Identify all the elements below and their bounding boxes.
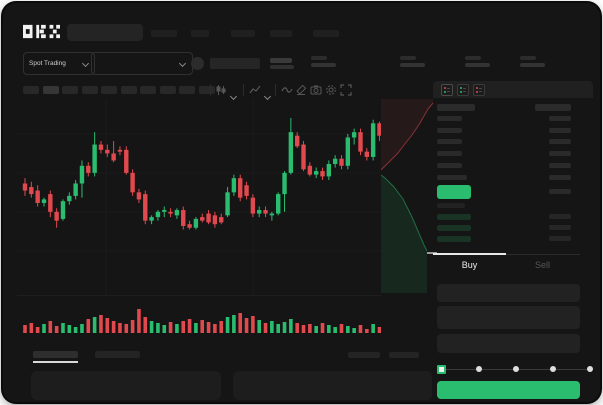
line-tool-icon[interactable]	[281, 84, 293, 96]
chevron-down-icon	[82, 60, 89, 67]
book-combined-icon[interactable]	[441, 84, 453, 96]
toolbar-divider	[243, 84, 244, 96]
timeframe-button[interactable]	[198, 86, 215, 94]
order-tabs: Buy Sell	[433, 253, 580, 272]
ask-row-price[interactable]	[437, 116, 462, 121]
ask-row-amount	[549, 139, 571, 145]
nav-item-2[interactable]	[191, 30, 209, 37]
bid-row-price[interactable]	[437, 225, 471, 231]
last-price-placeholder	[270, 58, 292, 63]
ask-row-price[interactable]	[437, 162, 462, 168]
bottom-tab-2[interactable]	[95, 351, 140, 358]
nav-item-5[interactable]	[313, 30, 339, 37]
bid-row-price[interactable]	[437, 236, 471, 242]
bottom-control-2[interactable]	[389, 352, 419, 358]
app-window: Spot Trading	[3, 3, 600, 402]
settings-icon[interactable]	[325, 84, 337, 96]
stat-2-value	[400, 63, 425, 67]
volume-chart[interactable]	[17, 299, 381, 333]
okx-logo[interactable]	[23, 24, 60, 39]
candlestick-chart[interactable]	[17, 99, 381, 296]
nav-item-3[interactable]	[231, 30, 255, 37]
search-input[interactable]	[67, 24, 143, 41]
orderbook-last-price-bar[interactable]	[437, 185, 471, 199]
candle-interval-icon[interactable]	[215, 84, 227, 96]
draw-tool-icon[interactable]	[295, 84, 307, 96]
bid-row-amount	[549, 236, 571, 241]
bid-row-amount	[549, 214, 571, 219]
stat-2-label	[400, 56, 416, 60]
bottom-control-1[interactable]	[348, 352, 380, 358]
timeframe-button[interactable]	[101, 86, 117, 94]
timeframe-button[interactable]	[23, 86, 39, 94]
stat-3-value	[465, 63, 490, 67]
market-type-label: Spot Trading	[29, 60, 66, 67]
ask-row-price[interactable]	[437, 151, 462, 157]
slider-stop[interactable]	[475, 366, 482, 372]
bid-row-price[interactable]	[437, 214, 471, 220]
camera-icon[interactable]	[310, 84, 322, 96]
timeframe-button[interactable]	[81, 86, 98, 94]
ask-row-price[interactable]	[437, 174, 467, 180]
fullscreen-icon[interactable]	[340, 84, 352, 96]
active-tab-indicator	[433, 253, 506, 255]
bottom-tab-active-indicator	[33, 361, 78, 363]
ask-row-amount	[549, 151, 571, 157]
stat-3-label	[465, 56, 481, 60]
bid-row-price[interactable]	[437, 203, 465, 208]
nav-item-4[interactable]	[270, 30, 292, 37]
orderbook-col-header-amount	[535, 104, 571, 111]
slider-stop[interactable]	[549, 366, 556, 372]
timeframe-button[interactable]	[62, 86, 78, 94]
ask-row-amount	[549, 162, 571, 168]
ask-row-amount	[549, 127, 571, 133]
chevron-down-icon	[179, 60, 186, 67]
pair-coin-avatar	[191, 57, 204, 70]
price-change-placeholder	[270, 65, 294, 69]
timeframe-button[interactable]	[42, 86, 59, 94]
stat-4-label	[520, 56, 536, 60]
book-bids-icon[interactable]	[457, 84, 469, 96]
indicators-icon[interactable]	[249, 84, 261, 96]
tab-sell[interactable]: Sell	[534, 260, 550, 270]
stat-1-label	[311, 56, 327, 60]
bottom-panel-2	[233, 371, 432, 400]
ask-row-price[interactable]	[437, 127, 462, 133]
depth-chart[interactable]	[381, 99, 435, 295]
ask-row-amount	[549, 174, 571, 180]
tab-buy[interactable]: Buy	[461, 260, 478, 270]
timeframe-button[interactable]	[159, 86, 176, 94]
market-type-dropdown[interactable]: Spot Trading	[23, 52, 95, 75]
slider-stop[interactable]	[586, 366, 593, 372]
timeframe-button[interactable]	[140, 86, 156, 94]
pair-name-placeholder	[210, 58, 260, 69]
slider-stop[interactable]	[512, 366, 519, 372]
timeframe-button[interactable]	[120, 86, 137, 94]
stat-1-value	[311, 63, 336, 67]
bid-row-amount	[549, 225, 571, 230]
amount-slider[interactable]	[437, 362, 595, 376]
nav-item-1[interactable]	[151, 30, 177, 37]
toolbar-divider	[210, 84, 211, 96]
pair-selector-dropdown[interactable]	[91, 52, 193, 75]
bottom-tab-1[interactable]	[33, 351, 78, 358]
ask-row-price[interactable]	[437, 139, 462, 145]
orderbook-last-price-amount	[549, 189, 571, 194]
buy-submit-button[interactable]	[437, 381, 580, 399]
timeframe-button[interactable]	[179, 86, 195, 94]
depth-price-marker	[427, 252, 437, 254]
order-amount-input[interactable]	[437, 306, 580, 329]
toolbar-divider	[275, 84, 276, 96]
orderbook-col-header-price	[437, 104, 475, 111]
stat-4-value	[520, 63, 545, 67]
slider-stops	[437, 362, 595, 376]
slider-handle[interactable]	[437, 364, 446, 374]
bottom-panel-1	[31, 371, 221, 400]
book-asks-icon[interactable]	[473, 84, 485, 96]
order-price-input[interactable]	[437, 284, 580, 302]
order-total-input[interactable]	[437, 334, 580, 353]
ask-row-amount	[549, 116, 571, 121]
